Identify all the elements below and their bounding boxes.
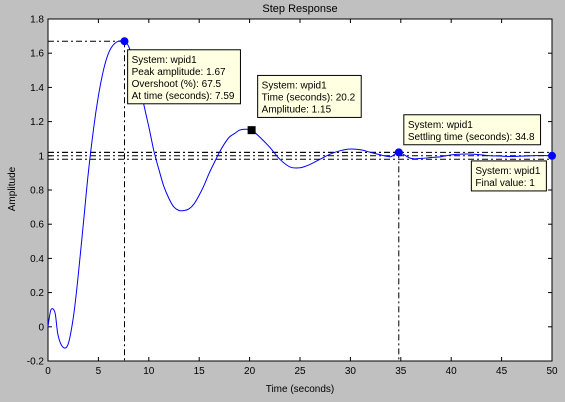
datatip-text: Amplitude: 1.15 [262,104,332,115]
y-tick-label: 0.8 [30,186,44,197]
y-tick-label: 0 [38,322,44,333]
x-tick-label: 5 [96,366,102,377]
chart-title: Step Response [262,3,337,15]
reference-lines [48,40,552,361]
y-tick-label: 1.8 [30,15,44,26]
datatip-marker-dot [548,151,556,160]
x-tick-label: 25 [294,366,306,377]
y-tick-label: 1 [38,151,44,162]
datatip-background [403,114,542,146]
datatip-marker-square [247,126,256,135]
y-tick-label: -0.2 [27,357,45,368]
datatip-text: Final value: 1 [475,178,535,189]
datatip-background [257,74,362,118]
y-tick-label: 1.2 [30,117,44,128]
y-axis-label: Amplitude [7,166,18,211]
x-tick-label: 30 [345,366,357,377]
datatip-text: System: wpid1 [262,80,327,91]
datatip-text: Time (seconds): 20.2 [262,92,356,103]
x-tick-label: 50 [546,366,558,377]
datatip-text: Peak amplitude: 1.67 [132,67,226,78]
series-line [47,40,553,349]
datatip-text: System: wpid1 [408,120,473,131]
datatip-text: Overshoot (%): 67.5 [132,79,222,90]
x-tick-label: 15 [194,366,206,377]
datatip-text: At time (seconds): 7.59 [132,91,235,102]
y-tick-label: 1.4 [30,83,44,94]
x-tick-label: 35 [395,366,407,377]
x-axis-label: Time (seconds) [266,384,335,395]
datatip-marker-dot [394,148,403,157]
data-markers [120,37,556,160]
datatip-background [470,160,547,192]
datatip-background [127,49,241,105]
series-layer [47,40,553,349]
y-tick-label: 0.2 [30,288,44,299]
axis-ticks: 0 5 10 15 20 25 30 35 40 45 50-0.200.20.40.60.811.… [27,15,558,378]
y-tick-label: 0.6 [30,220,44,231]
x-tick-label: 45 [496,366,508,377]
x-tick-label: 10 [143,366,155,377]
datatip-text: System: wpid1 [475,166,540,177]
y-tick-label: 1.6 [30,49,44,60]
datatip-marker-dot [120,37,129,46]
x-tick-label: 40 [446,366,458,377]
datatip-text: System: wpid1 [132,55,197,66]
x-tick-label: 20 [244,366,256,377]
x-tick-label: 0 [45,366,51,377]
y-tick-label: 0.4 [30,254,44,265]
datatip-text: Settling time (seconds): 34.8 [408,132,535,143]
